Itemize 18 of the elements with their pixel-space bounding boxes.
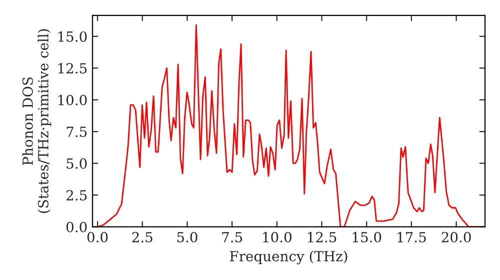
y-axis-title: Phonon DOS (States/THz·primitive cell) [22, 29, 52, 213]
x-tick-label: 15.0 [352, 232, 382, 242]
y-tick-label: 5.0 [66, 158, 87, 169]
y-tick-label: 2.5 [66, 190, 87, 201]
x-tick-label: 5.0 [177, 232, 198, 242]
y-tick-label: 0.0 [66, 222, 87, 232]
y-tick-label: 10.0 [58, 94, 87, 106]
x-tick-label: 7.5 [222, 232, 242, 242]
x-tick-label: 0.0 [87, 232, 108, 242]
y-tick-label: 12.5 [58, 63, 87, 74]
x-tick-label: 10.0 [263, 232, 292, 242]
x-tick-label: 2.5 [132, 232, 152, 242]
y-tick-label: 15.0 [58, 31, 87, 42]
y-tick-label: 7.5 [66, 126, 87, 138]
x-tick-label: 12.5 [308, 232, 336, 242]
x-axis-title: Frequency (THz) [230, 250, 348, 264]
x-tick-label: 20.0 [442, 232, 471, 242]
x-tick-label: 17.5 [398, 232, 426, 242]
